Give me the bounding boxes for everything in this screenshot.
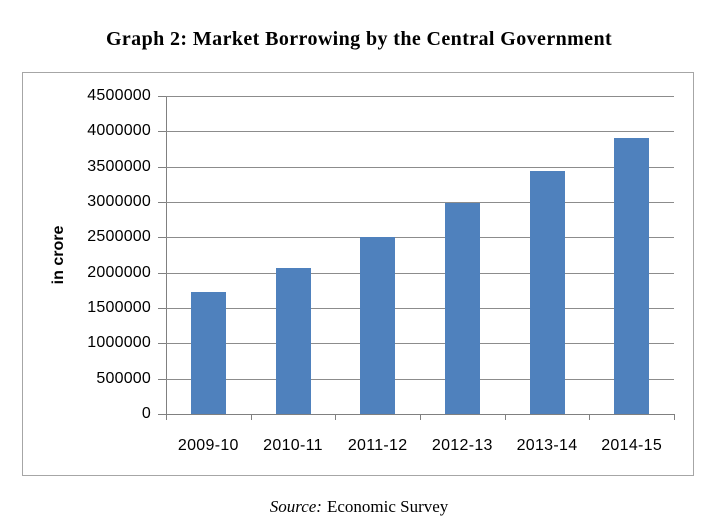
gridline <box>166 96 674 97</box>
y-axis-tick <box>158 237 166 239</box>
x-axis-tick <box>166 414 167 420</box>
gridline <box>166 131 674 133</box>
x-axis-tick-label: 2010-11 <box>263 437 323 454</box>
y-axis-tick <box>158 166 166 168</box>
y-axis-tick <box>158 96 166 97</box>
y-axis-tick-label: 4000000 <box>87 122 151 140</box>
x-axis-tick <box>504 414 506 420</box>
y-axis-tick-label: 3000000 <box>87 193 151 210</box>
bar-2014-15 <box>614 138 650 414</box>
bar-2012-13 <box>444 203 480 414</box>
x-axis-tick-label: 2011-12 <box>347 437 408 454</box>
y-axis-tick-label: 0 <box>141 405 151 422</box>
x-axis-tick-label: 2013-14 <box>516 437 578 454</box>
x-axis-tick <box>674 414 675 420</box>
y-axis-tick-label: 2500000 <box>87 228 151 246</box>
y-axis-tick <box>158 378 166 380</box>
x-axis-tick <box>335 414 337 420</box>
gridline <box>166 272 674 274</box>
gridline <box>166 237 674 239</box>
x-axis-tick <box>420 414 421 420</box>
plot-area <box>158 96 675 420</box>
x-axis-tick-label: 2014-15 <box>601 437 663 454</box>
bar-2011-12 <box>360 237 396 414</box>
y-axis-tick <box>158 343 166 345</box>
y-axis-tick-label: 2000000 <box>87 263 151 281</box>
x-axis-tick <box>250 414 252 420</box>
gridline <box>166 343 674 345</box>
y-axis-tick-label: 1000000 <box>87 334 151 352</box>
y-axis-tick <box>158 414 166 415</box>
y-axis-line <box>166 96 167 420</box>
y-axis-tick-label: 3500000 <box>87 157 151 175</box>
y-axis-tick-label: 4500000 <box>87 87 151 104</box>
source-caption: Source: Economic Survey <box>0 497 718 517</box>
y-axis-tick <box>158 131 166 133</box>
gridline <box>166 202 674 203</box>
chart-title: Graph 2: Market Borrowing by the Central… <box>105 28 613 50</box>
source-label: Source: <box>269 497 322 516</box>
x-axis-tick-label: 2012-13 <box>431 437 493 454</box>
gridline <box>166 308 674 309</box>
chart-box: in crore 0 500000 1000000 1500000 2000000 250… <box>22 72 694 476</box>
bar-2013-14 <box>529 171 565 414</box>
source-text: Economic Survey <box>326 497 449 516</box>
bar-2010-11 <box>275 268 311 414</box>
y-axis-tick <box>158 308 166 309</box>
gridline <box>166 378 674 380</box>
y-axis-tick <box>158 202 166 203</box>
y-axis-tick-label: 1500000 <box>87 299 151 316</box>
y-axis-tick <box>158 272 166 274</box>
gridline <box>166 166 674 168</box>
bar-2009-10 <box>190 292 226 414</box>
y-axis-tick-label: 500000 <box>96 369 151 387</box>
x-axis-tick <box>589 414 591 420</box>
x-axis-tick-label: 2009-10 <box>177 437 239 454</box>
